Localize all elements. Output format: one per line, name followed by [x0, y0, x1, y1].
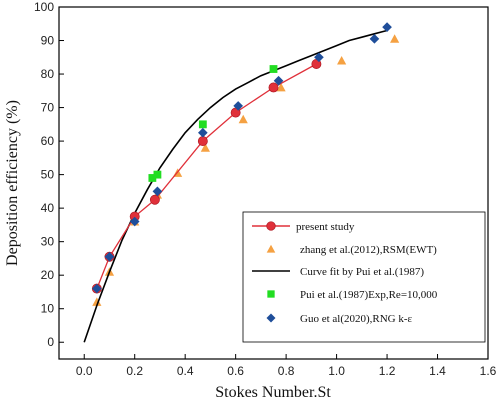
legend-entry: Pui et al.(1987)Exp,Re=10,000: [267, 289, 438, 301]
x-tick-label: 0.4: [177, 364, 194, 378]
series-layer: [83, 22, 400, 343]
legend-entry: present study: [252, 221, 355, 233]
data-point: [153, 170, 162, 179]
legend-marker: [266, 313, 276, 323]
data-point: [104, 251, 115, 262]
y-tick-label: 40: [41, 201, 55, 215]
y-tick-label: 30: [41, 235, 55, 249]
data-point: [129, 216, 140, 227]
data-point: [337, 56, 347, 65]
legend: present study zhang et al.(2012),RSM(EWT)…: [242, 211, 486, 343]
x-tick-label: 1.0: [328, 364, 345, 378]
plot-frame: [58, 6, 489, 360]
data-point: [197, 136, 208, 147]
legend-box: [242, 211, 486, 343]
y-tick-label: 70: [41, 101, 55, 115]
x-tick-label: 0.2: [126, 364, 143, 378]
data-point: [92, 283, 102, 294]
series-line-circle: [91, 59, 322, 294]
y-tick-label: 0: [47, 335, 54, 349]
data-point: [238, 114, 248, 124]
legend-marker: [266, 244, 276, 253]
x-tick-label: 1.6: [480, 364, 497, 378]
series-square: [148, 65, 278, 182]
legend-label: Pui et al.(1987)Exp,Re=10,000: [300, 289, 438, 301]
legend-marker: [266, 221, 276, 231]
series-diamond: [92, 22, 392, 294]
x-tick-label: 0.6: [227, 364, 244, 378]
data-point: [92, 297, 102, 306]
y-tick-label: 60: [41, 134, 55, 148]
x-tick-label: 1.4: [429, 364, 446, 378]
data-point: [149, 194, 160, 205]
data-point: [273, 75, 284, 86]
x-tick-label: 1.2: [379, 364, 396, 378]
present-study-line: [96, 63, 317, 289]
data-point: [382, 22, 392, 32]
x-axis-label: Stokes Number.St: [215, 384, 331, 401]
y-tick-label: 90: [41, 34, 55, 48]
data-point: [268, 82, 279, 93]
y-tick-label: 10: [41, 302, 55, 316]
data-point: [269, 65, 278, 73]
data-point: [148, 174, 157, 182]
x-tick-label: 0.0: [76, 364, 93, 378]
data-point: [200, 143, 210, 152]
data-point: [198, 120, 207, 129]
data-point: [198, 127, 208, 138]
data-point: [314, 52, 324, 63]
legend-label: zhang et al.(2012),RSM(EWT): [300, 244, 437, 256]
x-tick-label: 0.8: [278, 364, 295, 378]
data-point: [369, 34, 380, 44]
legend-marker: [267, 290, 275, 298]
legend-label: present study: [296, 221, 355, 233]
y-tick-label: 80: [41, 67, 55, 81]
legend-entry: Guo et al(2020),RNG k-ε: [266, 313, 413, 325]
legend-entry: Curve fit by Pui et al.(1987): [252, 266, 424, 278]
data-point: [390, 34, 400, 43]
y-tick-label: 100: [34, 0, 54, 14]
data-point: [276, 82, 286, 92]
legend-label: Curve fit by Pui et al.(1987): [300, 266, 424, 278]
ticks-layer: 0.0 0.2 0.4 0.6 0.8 1.0 1.2 1.4 1.6 0 10 20 30 40 50 60…: [34, 0, 497, 378]
legend-entry: zhang et al.(2012),RSM(EWT): [266, 244, 437, 256]
y-tick-label: 50: [41, 168, 55, 182]
data-point: [152, 186, 163, 197]
legend-label: Guo et al(2020),RNG k-ε: [300, 313, 413, 325]
y-axis-label: Deposition efficiency (%): [4, 100, 21, 266]
y-tick-label: 20: [41, 268, 55, 282]
data-point: [233, 101, 244, 111]
